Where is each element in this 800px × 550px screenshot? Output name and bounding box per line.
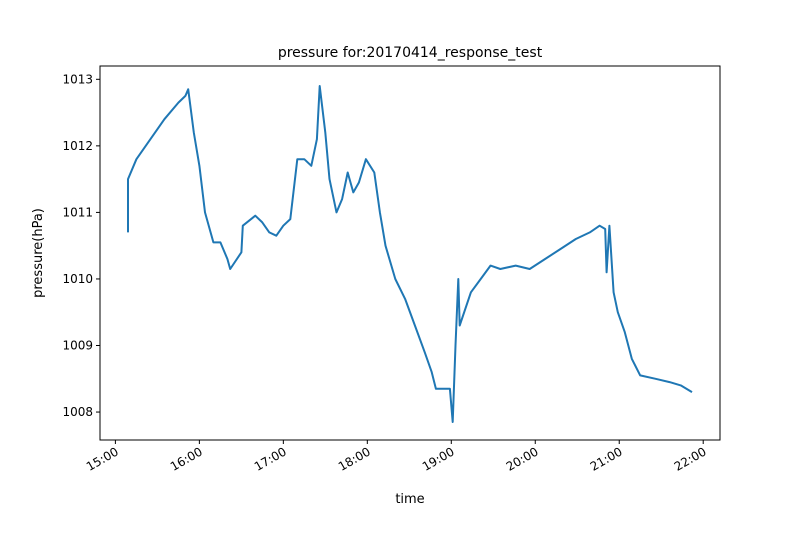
x-tick-label: 19:00 — [420, 444, 457, 473]
x-tick-label: 22:00 — [672, 444, 709, 473]
data-line — [127, 85, 693, 423]
x-tick-label: 20:00 — [504, 444, 541, 473]
y-tick-label: 1013 — [62, 72, 93, 86]
y-tick-label: 1009 — [62, 339, 93, 353]
x-tick-label: 16:00 — [168, 444, 205, 473]
x-tick-label: 18:00 — [336, 444, 373, 473]
x-tick-label: 17:00 — [252, 444, 289, 473]
x-tick-label: 21:00 — [588, 444, 625, 473]
axes-frame — [99, 65, 721, 441]
y-tick-label: 1010 — [62, 272, 93, 286]
x-axis-label: time — [395, 492, 424, 507]
x-tick-label: 15:00 — [84, 444, 121, 473]
y-tick-label: 1011 — [62, 205, 93, 219]
chart-title: pressure for:20170414_response_test — [278, 45, 543, 61]
y-tick-label: 1012 — [62, 139, 93, 153]
y-axis-label: pressure(hPa) — [31, 208, 46, 298]
y-tick-label: 1008 — [62, 405, 93, 419]
